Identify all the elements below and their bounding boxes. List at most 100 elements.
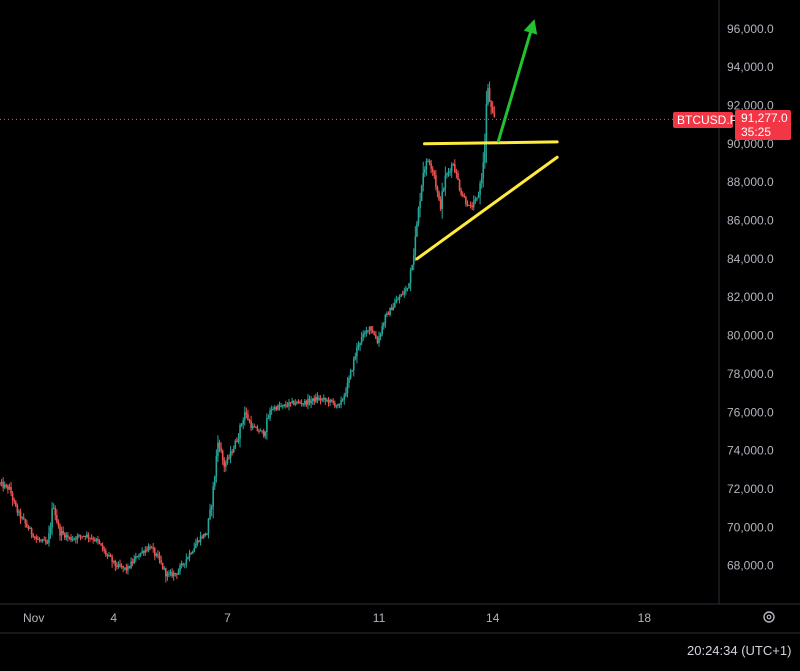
candle-body [433,171,436,176]
candle-body [283,404,286,406]
candle-body [280,406,282,408]
trendline[interactable] [423,140,559,146]
candle-body [75,538,77,540]
trendline[interactable] [415,155,559,261]
candle-body [204,533,207,536]
candle-body [472,200,475,208]
candle-body [460,190,462,195]
candle-body [191,551,194,554]
price-tick-label: 68,000.0 [727,559,774,573]
candle-body [474,199,477,201]
candle-body [269,410,271,419]
price-tick-label: 96,000.0 [727,22,774,36]
candle-body [403,291,406,295]
price-tick-label: 86,000.0 [727,214,774,228]
clock-timezone[interactable]: 20:24:34 (UTC+1) [687,643,792,658]
candle-body [412,255,415,265]
candle-body [397,299,399,301]
candle-body [108,555,110,557]
candle-body [431,168,434,172]
candle-body [106,554,109,556]
candle-body [382,323,385,327]
candle-body [262,430,265,437]
candle-body [24,519,27,524]
candle-body [264,432,267,437]
candle-body [221,450,224,461]
candle-body [261,430,263,432]
candle-body [84,535,87,537]
time-tick-label: Nov [23,611,44,625]
candle-body [172,572,175,577]
candle-body [182,563,184,565]
candle-body [398,296,401,300]
candle-body [493,112,496,117]
candle-body [435,175,437,187]
price-tick-label: 80,000.0 [727,329,774,343]
candle-body [213,476,216,487]
time-axis[interactable]: Nov 4 7 11 14 18 [23,611,651,625]
candle-body [147,546,150,551]
candle-body [307,398,309,405]
candle-body [395,300,398,303]
candle-body [482,162,485,178]
candle-body [114,560,117,566]
candle-body [466,203,469,206]
candle-body [291,400,293,403]
candle-body [27,526,30,529]
candle-body [446,173,448,176]
candle-body [442,188,445,192]
candle-body [424,169,426,173]
candle-body [367,330,369,332]
candle-body [458,179,461,191]
breakout-arrow[interactable] [496,19,538,143]
candle-body [275,407,278,410]
price-tick-label: 74,000.0 [727,444,774,458]
candle-body [296,401,298,404]
arrow-head [523,19,538,35]
candle-body [174,572,177,574]
candle-body [292,400,295,405]
candle-body [308,398,311,404]
candle-body [315,396,317,402]
candle-body [49,527,52,534]
candle-body [428,160,431,164]
candle-body [420,185,423,201]
candle-body [477,195,480,198]
candle-body [207,518,210,534]
price-tick-label: 90,000.0 [727,137,774,151]
candle-body [422,172,425,186]
candle-body [120,566,123,568]
candle-body [131,561,134,564]
candle-body [351,370,353,372]
candle-body [469,205,472,207]
candle-body [236,440,238,442]
candle-body [18,511,20,513]
price-tick-label: 88,000.0 [727,175,774,189]
candle-body [190,553,192,555]
candle-body [98,540,101,544]
candle-body [63,533,66,538]
candle-body [218,442,221,448]
candle-body [101,545,104,550]
candle-body [97,539,99,541]
candle-body [379,334,382,337]
candle-body [411,264,413,270]
settings-icon[interactable] [763,611,775,623]
candle-body [253,426,256,428]
candle-body [166,573,169,577]
candle-body [375,334,377,339]
candle-body [100,543,102,546]
candle-body [142,551,145,553]
candle-body [177,571,180,575]
candle-body [92,538,94,540]
price-axis[interactable]: 68,000.0 70,000.0 72,000.0 74,000.0 76,000.0… [727,22,774,573]
candle-body [392,307,395,311]
candle-body [5,484,8,486]
candle-body [329,399,331,403]
candle-body [71,539,74,541]
candle-body [425,161,428,170]
candle-body [78,535,80,537]
candle-body [248,419,251,422]
